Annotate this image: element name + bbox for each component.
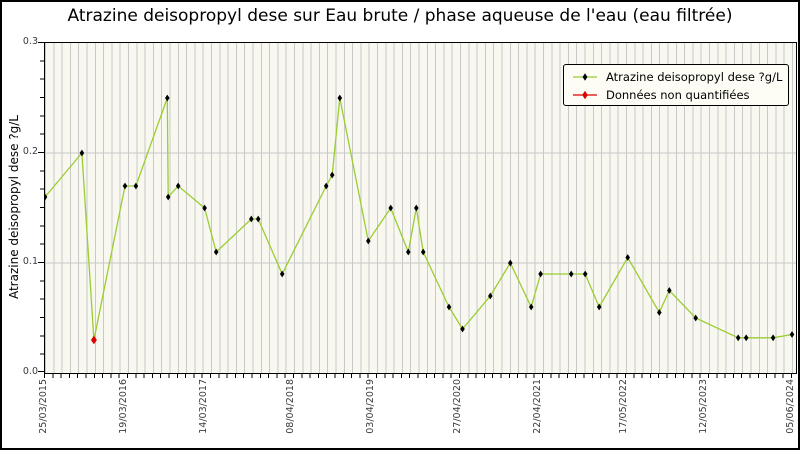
x-tick-label: 22/04/2021: [531, 379, 543, 434]
y-axis-label: Atrazine deisopropyl dese ?g/L: [7, 115, 21, 300]
x-tick-label: 03/04/2019: [364, 379, 376, 434]
y-tick-label: 0.2: [22, 146, 38, 157]
y-tick-mark: [38, 371, 44, 372]
y-axis-minor-ticks: [40, 42, 44, 372]
y-tick-label: 0.1: [22, 256, 38, 267]
chart-title: Atrazine deisopropyl dese sur Eau brute …: [67, 6, 733, 26]
x-tick-label: 05/06/2024: [785, 379, 796, 434]
x-tick-label: 17/05/2022: [618, 379, 630, 434]
x-tick-label: 14/03/2017: [198, 379, 210, 434]
x-tick-label: 12/05/2023: [698, 379, 710, 434]
unquantified-line-marker-icon: [573, 90, 597, 100]
legend-box: Atrazine deisopropyl dese ?g/L Données n…: [563, 64, 789, 106]
legend-label-series: Atrazine deisopropyl dese ?g/L: [606, 70, 783, 84]
x-tick-label: 19/03/2016: [118, 379, 130, 434]
x-tick-label: 25/03/2015: [38, 379, 49, 434]
x-tick-label: 08/04/2018: [284, 379, 296, 434]
legend-label-unquantified: Données non quantifiées: [606, 88, 750, 102]
x-axis-minor-ticks: [44, 374, 795, 378]
data-series-svg: [45, 94, 796, 345]
y-tick-mark: [38, 262, 44, 263]
y-tick-mark: [38, 152, 44, 153]
legend-entry-unquantified: Données non quantifiées: [572, 86, 788, 104]
x-tick-label: 27/04/2020: [451, 379, 463, 434]
series-line-marker-icon: [573, 73, 597, 81]
y-tick-label: 0.0: [22, 366, 38, 377]
legend-entry-series: Atrazine deisopropyl dese ?g/L: [572, 68, 788, 86]
y-tick-label: 0.3: [22, 36, 38, 47]
y-tick-mark: [38, 42, 44, 43]
